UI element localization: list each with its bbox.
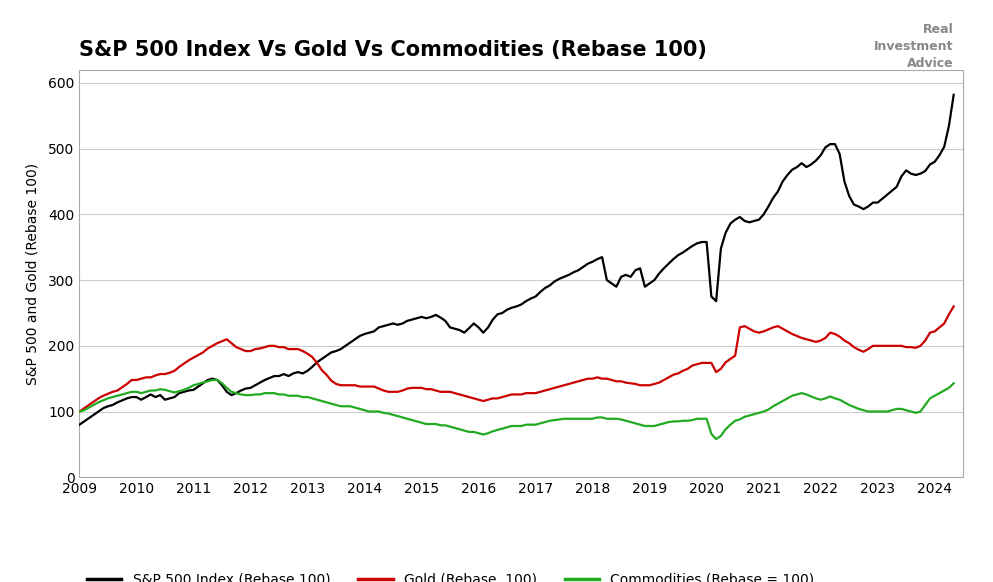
Y-axis label: S&P 500 and Gold (Rebase 100): S&P 500 and Gold (Rebase 100): [26, 162, 40, 385]
Text: S&P 500 Index Vs Gold Vs Commodities (Rebase 100): S&P 500 Index Vs Gold Vs Commodities (Re…: [79, 40, 707, 60]
Text: Real
Investment
Advice: Real Investment Advice: [874, 23, 953, 70]
Legend: S&P 500 Index (Rebase 100), Gold (Rebase  100), Commodities (Rebase = 100): S&P 500 Index (Rebase 100), Gold (Rebase…: [81, 567, 820, 582]
